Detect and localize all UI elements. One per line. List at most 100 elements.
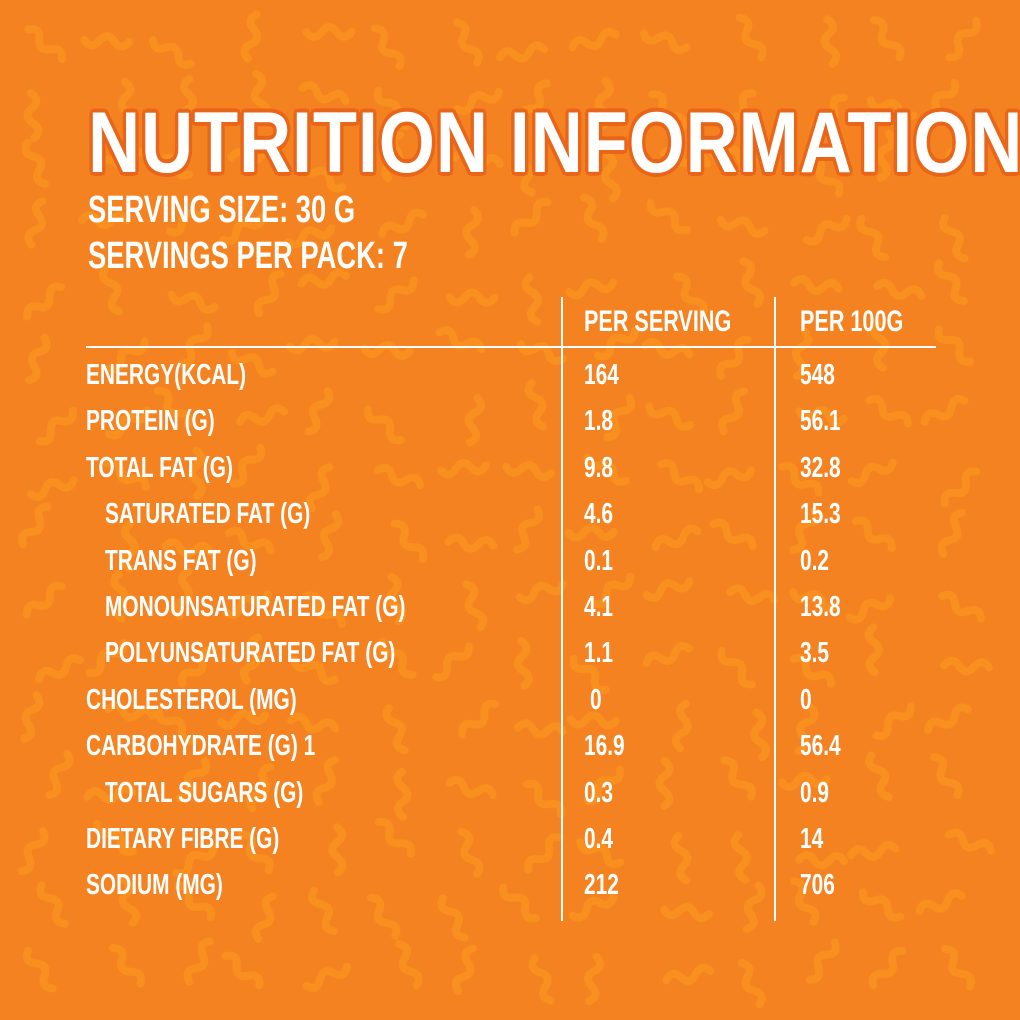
squiggle-shape — [105, 337, 149, 374]
squiggle-shape — [92, 820, 137, 856]
squiggle-shape — [462, 580, 488, 632]
squiggle-shape — [789, 506, 821, 554]
squiggle-shape — [510, 145, 536, 197]
squiggle-shape — [858, 888, 905, 922]
squiggle-shape — [18, 827, 49, 876]
squiggle-shape — [227, 146, 281, 166]
squiggle-shape — [866, 96, 918, 122]
serving-size: SERVING SIZE: 30 G — [88, 189, 356, 231]
squiggle-shape — [80, 32, 134, 51]
column-divider — [774, 297, 776, 921]
row-label: TOTAL FAT (G) — [86, 451, 233, 484]
squiggle-shape — [178, 322, 213, 368]
squiggle-shape — [287, 712, 340, 734]
squiggle-shape — [940, 945, 975, 991]
squiggle-shape — [302, 22, 356, 42]
squiggle-shape — [155, 707, 198, 745]
row-label: ENERGY(KCAL) — [86, 359, 247, 391]
squiggle-shape — [290, 655, 339, 686]
row-label: TRANS FAT (G) — [105, 544, 257, 577]
squiggle-shape — [183, 937, 214, 986]
squiggle-shape — [845, 594, 895, 624]
squiggle-shape — [512, 505, 543, 554]
squiggle-shape — [778, 771, 831, 792]
squiggle-shape — [373, 86, 410, 131]
squiggle-shape — [583, 453, 630, 486]
squiggle-shape — [36, 881, 69, 928]
squiggle-shape — [167, 290, 219, 314]
squiggle-shape — [513, 637, 533, 690]
squiggle-shape — [510, 197, 552, 237]
squiggle-shape — [172, 567, 193, 620]
column-divider — [561, 297, 563, 921]
squiggle-shape — [35, 406, 77, 446]
squiggle-shape — [583, 952, 605, 1005]
squiggle-shape — [642, 642, 694, 667]
squiggle-shape — [108, 943, 146, 988]
per-100g-value: 13.8 — [800, 591, 841, 623]
row-label: SODIUM (MG) — [86, 869, 223, 902]
squiggle-shape — [940, 656, 994, 676]
squiggle-shape — [458, 699, 500, 739]
squiggle-shape — [239, 633, 263, 685]
squiggle-shape — [600, 149, 621, 203]
squiggle-shape — [528, 954, 555, 1005]
squiggle-shape — [706, 145, 758, 167]
squiggle-shape — [382, 704, 409, 755]
squiggle-shape — [393, 767, 412, 821]
squiggle-shape — [521, 273, 543, 326]
squiggle-shape — [568, 27, 620, 52]
squiggle-shape — [872, 702, 915, 740]
squiggle-shape — [523, 779, 566, 818]
squiggle-shape — [524, 379, 548, 431]
squiggle-shape — [739, 257, 765, 309]
squiggle-shape — [298, 81, 350, 106]
squiggle-shape — [302, 591, 346, 628]
row-label: DIETARY FIBRE (G) — [86, 823, 280, 855]
squiggle-shape — [655, 757, 674, 811]
squiggle-shape — [802, 214, 851, 246]
squiggle-shape — [373, 463, 425, 489]
squiggle-shape — [718, 387, 749, 436]
squiggle-shape — [659, 145, 712, 168]
squiggle-shape — [371, 24, 405, 71]
squiggle-shape — [457, 827, 484, 878]
squiggle-shape — [865, 395, 912, 428]
squiggle-shape — [662, 963, 715, 985]
squiggle-shape — [790, 877, 820, 926]
per-serving-value: 9.8 — [584, 451, 614, 484]
squiggle-shape — [237, 830, 274, 875]
squiggle-shape — [514, 719, 567, 739]
squiggle-shape — [568, 892, 618, 922]
squiggle-shape — [791, 327, 813, 381]
squiggle-shape — [250, 69, 272, 123]
row-label: TOTAL SUGARS (G) — [105, 776, 304, 809]
squiggle-shape — [703, 466, 756, 490]
squiggle-shape — [873, 278, 926, 300]
squiggle-shape — [915, 889, 966, 916]
squiggle-shape — [444, 533, 498, 553]
per-serving-value: 0.4 — [584, 823, 614, 855]
squiggle-shape — [847, 840, 900, 861]
squiggle-shape — [735, 13, 767, 62]
squiggle-shape — [104, 701, 157, 722]
squiggle-shape — [367, 893, 401, 940]
header-per-serving: PER SERVING — [584, 305, 732, 338]
squiggle-shape — [377, 637, 417, 679]
per-100g-value: 56.4 — [800, 730, 841, 763]
squiggle-shape — [648, 90, 688, 132]
squiggle-shape — [173, 882, 216, 922]
squiggle-shape — [869, 318, 890, 372]
squiggle-shape — [222, 590, 272, 619]
squiggle-shape — [24, 197, 47, 249]
squiggle-shape — [730, 831, 751, 884]
squiggle-shape — [253, 269, 285, 318]
squiggle-shape — [847, 458, 897, 488]
squiggle-shape — [83, 784, 137, 804]
squiggle-shape — [96, 147, 149, 171]
per-100g-value: 32.8 — [800, 451, 841, 484]
squiggle-shape — [778, 461, 823, 497]
squiggle-shape — [175, 757, 211, 803]
squiggle-shape — [118, 875, 141, 927]
